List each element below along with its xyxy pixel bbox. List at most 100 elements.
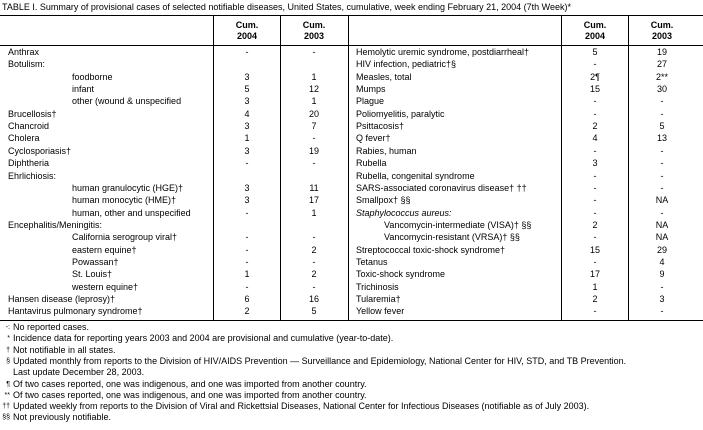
row-label: Botulism: bbox=[8, 59, 46, 70]
column-header: 2003 bbox=[651, 31, 673, 41]
cell: - bbox=[593, 232, 597, 243]
row-label: Hantavirus pulmonary syndrome† bbox=[8, 306, 143, 317]
row-label: Streptococcal toxic-shock syndrome† bbox=[356, 244, 506, 255]
sub-row-label: infant bbox=[72, 84, 95, 95]
footnote-text: Of two cases reported, one was indigenou… bbox=[13, 378, 367, 389]
rule bbox=[0, 320, 703, 321]
cell: 27 bbox=[656, 59, 667, 70]
cell: 1 bbox=[244, 133, 250, 144]
cell: 2 bbox=[592, 219, 598, 230]
footnote-symbol: ¶ bbox=[6, 380, 10, 388]
col-rule bbox=[213, 15, 214, 320]
cell: - bbox=[593, 256, 597, 267]
cell: NA bbox=[655, 232, 669, 243]
row-label: Trichinosis bbox=[356, 281, 399, 292]
cell: - bbox=[593, 207, 597, 218]
cell: 9 bbox=[659, 269, 665, 280]
cell: - bbox=[245, 281, 249, 292]
cell: - bbox=[660, 281, 664, 292]
row-label: Tularemia† bbox=[356, 294, 401, 304]
cell: - bbox=[245, 232, 249, 243]
row-label: Plague bbox=[356, 96, 385, 107]
cell: - bbox=[660, 207, 664, 218]
cell: - bbox=[593, 306, 597, 317]
footnote-text: Of two cases reported, one was indigenou… bbox=[13, 389, 367, 400]
row-label: Measles, total bbox=[356, 71, 412, 82]
cell: 15 bbox=[589, 244, 600, 255]
cell: - bbox=[312, 133, 316, 144]
cell: 2¶ bbox=[590, 71, 600, 82]
cell: - bbox=[660, 96, 664, 107]
cell: - bbox=[593, 96, 597, 107]
cell: 2** bbox=[655, 71, 668, 82]
cell: 20 bbox=[308, 108, 319, 119]
footnote-symbol: ** bbox=[4, 391, 10, 399]
cell: 3 bbox=[592, 158, 598, 169]
column-header: 2004 bbox=[236, 31, 258, 41]
title: TABLE I. Summary of provisional cases of… bbox=[2, 2, 571, 12]
column-header: Cum. bbox=[235, 20, 259, 30]
row-label: Yellow fever bbox=[356, 306, 405, 317]
sub-row-label: western equine† bbox=[72, 281, 139, 292]
rule bbox=[0, 45, 703, 46]
column-header: Cum. bbox=[583, 20, 607, 30]
column-header: Cum. bbox=[302, 20, 326, 30]
row-label: Diphtheria bbox=[8, 158, 50, 169]
footnote-text: Updated monthly from reports to the Divi… bbox=[13, 355, 627, 366]
cell: NA bbox=[655, 219, 669, 230]
footnote-symbol: * bbox=[7, 335, 10, 343]
row-label: Encephalitis/Meningitis: bbox=[8, 219, 103, 230]
cell: 1 bbox=[311, 207, 317, 218]
cell: - bbox=[245, 244, 249, 255]
row-label: Rubella bbox=[356, 158, 387, 169]
footnote-symbol: §§ bbox=[2, 414, 10, 422]
cell: 2 bbox=[592, 294, 598, 304]
cell: 3 bbox=[244, 96, 250, 107]
col-rule bbox=[280, 15, 281, 320]
sub-row-label: other (wound & unspecified bbox=[72, 96, 182, 107]
col-rule bbox=[561, 15, 562, 320]
cell: 4 bbox=[244, 108, 250, 119]
cell: 5 bbox=[244, 84, 250, 95]
cell: 3 bbox=[244, 71, 250, 82]
cell: - bbox=[593, 182, 597, 193]
cell: 1 bbox=[311, 71, 317, 82]
rule bbox=[0, 15, 703, 16]
cell: - bbox=[660, 170, 664, 181]
footnote-text: No reported cases. bbox=[13, 322, 90, 332]
col-rule bbox=[628, 15, 629, 320]
cell: - bbox=[660, 108, 664, 119]
cell: 1 bbox=[244, 269, 250, 280]
row-label: HIV infection, pediatric†§ bbox=[356, 59, 457, 70]
row-label: Hansen disease (leprosy)† bbox=[8, 294, 116, 304]
cell: - bbox=[593, 195, 597, 206]
cell: 5 bbox=[311, 306, 317, 317]
row-label: Cholera bbox=[8, 133, 40, 144]
cell: - bbox=[660, 145, 664, 156]
row-label: Rubella, congenital syndrome bbox=[356, 170, 475, 181]
row-label: Hemolytic uremic syndrome, postdiarrheal… bbox=[356, 47, 530, 57]
cell: 3 bbox=[244, 195, 250, 206]
sub-row-label: Vancomycin-intermediate (VISA)† §§ bbox=[384, 219, 532, 230]
row-label: Staphylococcus aureus: bbox=[356, 207, 452, 218]
cell: 2 bbox=[244, 306, 250, 317]
sub-row-label: human, other and unspecified bbox=[72, 207, 191, 218]
row-label: Anthrax bbox=[8, 47, 40, 57]
cell: 12 bbox=[308, 84, 319, 95]
cell: 30 bbox=[656, 84, 667, 95]
row-label: Poliomyelitis, paralytic bbox=[356, 108, 445, 119]
footnote-text: Updated weekly from reports to the Divis… bbox=[13, 401, 590, 412]
cell: NA bbox=[655, 195, 669, 206]
footnote-symbol: -: bbox=[5, 324, 10, 331]
cell: - bbox=[245, 47, 249, 57]
column-header: 2004 bbox=[584, 31, 606, 41]
sub-row-label: California serogroup viral† bbox=[72, 232, 178, 243]
cell: 2 bbox=[311, 269, 317, 280]
row-label: Tetanus bbox=[356, 256, 388, 267]
row-label: Toxic-shock syndrome bbox=[356, 269, 446, 280]
cell: - bbox=[245, 158, 249, 169]
row-label: Cyclosporiasis† bbox=[8, 145, 72, 156]
cell: - bbox=[593, 59, 597, 70]
cell: - bbox=[660, 306, 664, 317]
